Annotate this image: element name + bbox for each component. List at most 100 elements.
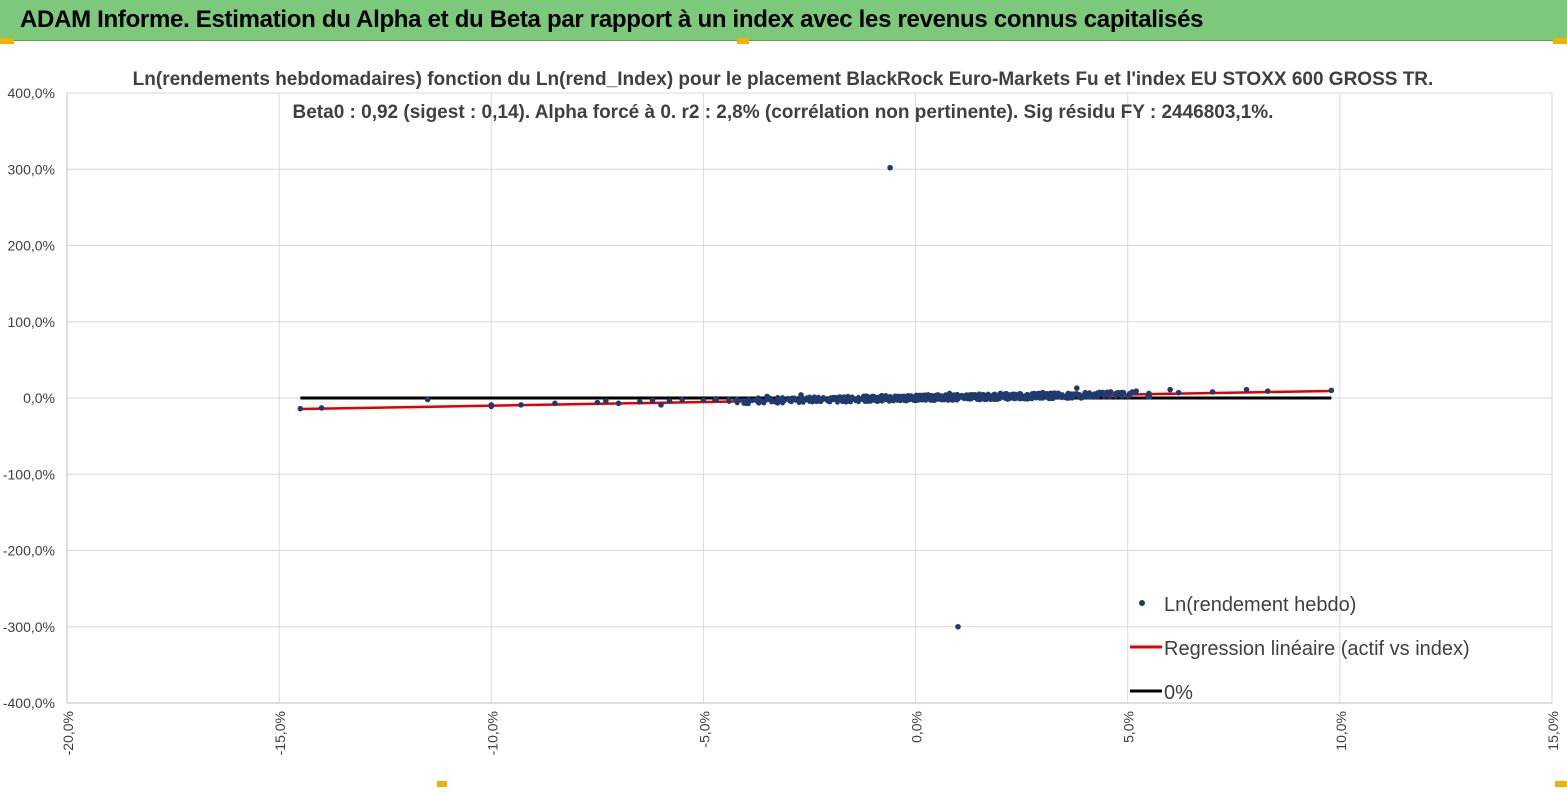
y-tick-label: 300,0% (8, 161, 55, 177)
scatter-point (1087, 394, 1093, 400)
axis-layer: -20,0% -15,0% -10,0% -5,0% 0,0% 5,0% 10,0% 15,0… (3, 85, 1561, 755)
chart-title: Ln(rendements hebdomadaires) fonction du… (133, 69, 1434, 90)
scatter-point (488, 403, 495, 410)
legend: Ln(rendement hebdo) Regression linéaire (… (1130, 594, 1470, 704)
scatter-point (835, 397, 841, 402)
scatter-point (734, 396, 740, 402)
scatter-point (1082, 389, 1089, 396)
scatter-point (919, 397, 925, 403)
x-tick-label: -20,0% (60, 711, 76, 755)
scatter-point (743, 398, 749, 404)
scatter-point (658, 402, 664, 408)
scatter-point (1087, 391, 1093, 397)
x-tick-label: -15,0% (272, 711, 288, 755)
scatter-point (1128, 390, 1134, 395)
scatter-point (755, 396, 762, 403)
scatter-point (819, 396, 826, 403)
scatter-point (906, 397, 912, 403)
scatter-point (942, 396, 948, 402)
scatter-point (1099, 389, 1105, 395)
scatter-point (849, 395, 855, 402)
report-banner: ADAM Informe. Estimation du Alpha et du … (0, 0, 1567, 41)
scatter-point (764, 393, 770, 400)
scatter-point (713, 395, 719, 402)
scatter-point (1101, 394, 1107, 400)
scatter-point (827, 395, 834, 401)
scatter-point (912, 393, 919, 400)
scatter-point (781, 398, 787, 404)
scatter-point (636, 399, 643, 405)
y-tick-label: -200,0% (3, 543, 55, 559)
scatter-chart: -20,0% -15,0% -10,0% -5,0% 0,0% 5,0% 10,0% 15,0… (3, 69, 1561, 755)
x-tick-label: -5,0% (696, 711, 712, 748)
x-tick-label: 15,0% (1545, 711, 1561, 751)
legend-marker-points (1139, 600, 1145, 606)
scatter-point (1243, 386, 1250, 393)
x-tick-label: -10,0% (484, 711, 500, 755)
scatter-point (891, 396, 898, 403)
scatter-point (1115, 391, 1121, 396)
scatter-point (761, 399, 767, 405)
scatter-point (1033, 395, 1039, 401)
scatter-point (840, 394, 847, 401)
scatter-point (972, 394, 978, 400)
scatter-point (769, 399, 774, 405)
scatter-point (1328, 387, 1335, 394)
scatter-point (959, 393, 964, 399)
scatter-point (297, 405, 304, 412)
scatter-point (1146, 390, 1152, 397)
scatter-point (1016, 391, 1022, 396)
corner-mark-top-left (0, 38, 14, 44)
scatter-point (1004, 394, 1010, 400)
y-tick-label: 400,0% (8, 85, 55, 101)
scatter-point (905, 393, 911, 398)
scatter-point (963, 392, 970, 399)
scatter-point (856, 398, 862, 403)
scatter-point (878, 392, 885, 399)
scatter-point (1052, 391, 1059, 397)
chart-subtitle: Beta0 : 0,92 (sigest : 0,14). Alpha forc… (293, 102, 1274, 123)
scatter-point (913, 398, 919, 404)
scatter-point (997, 390, 1004, 397)
scatter-point (666, 398, 673, 404)
scatter-point (1120, 389, 1127, 396)
scatter-point (1175, 389, 1182, 396)
scatter-point (1264, 388, 1271, 394)
scatter-point (946, 390, 953, 397)
scatter-point (1074, 385, 1080, 391)
scatter-point (772, 399, 778, 405)
corner-mark-top-mid (737, 38, 749, 44)
scatter-point (1035, 390, 1041, 396)
scatter-point (552, 400, 558, 407)
scatter-point (424, 396, 431, 403)
corner-mark-bottom-right (1555, 781, 1567, 787)
legend-label: Ln(rendement hebdo) (1164, 594, 1356, 616)
scatter-point (950, 398, 955, 403)
scatter-point (933, 394, 940, 401)
x-tick-label: 5,0% (1121, 711, 1137, 743)
series-layer (297, 164, 1335, 630)
y-tick-label: -300,0% (3, 619, 55, 635)
scatter-point (861, 393, 868, 400)
scatter-point (1016, 395, 1022, 401)
scatter-point (793, 398, 799, 403)
scatter-point (700, 397, 707, 404)
scatter-point (1066, 395, 1072, 401)
scatter-point (989, 393, 995, 400)
scatter-point (518, 402, 524, 408)
corner-mark-bottom-mid (437, 781, 447, 787)
scatter-point (955, 396, 961, 402)
scatter-point (1133, 388, 1139, 394)
legend-label: Regression linéaire (actif vs index) (1164, 638, 1470, 660)
scatter-point (976, 391, 983, 397)
report-title: ADAM Informe. Estimation du Alpha et du … (20, 6, 1204, 33)
scatter-point (983, 396, 988, 402)
scatter-point (798, 392, 804, 398)
x-tick-label: 0,0% (909, 711, 925, 743)
y-tick-label: 0,0% (23, 390, 55, 406)
scatter-point (777, 397, 783, 404)
scatter-point (615, 400, 622, 407)
scatter-point (887, 164, 893, 171)
scatter-point (1010, 392, 1016, 398)
scatter-point (900, 394, 906, 401)
